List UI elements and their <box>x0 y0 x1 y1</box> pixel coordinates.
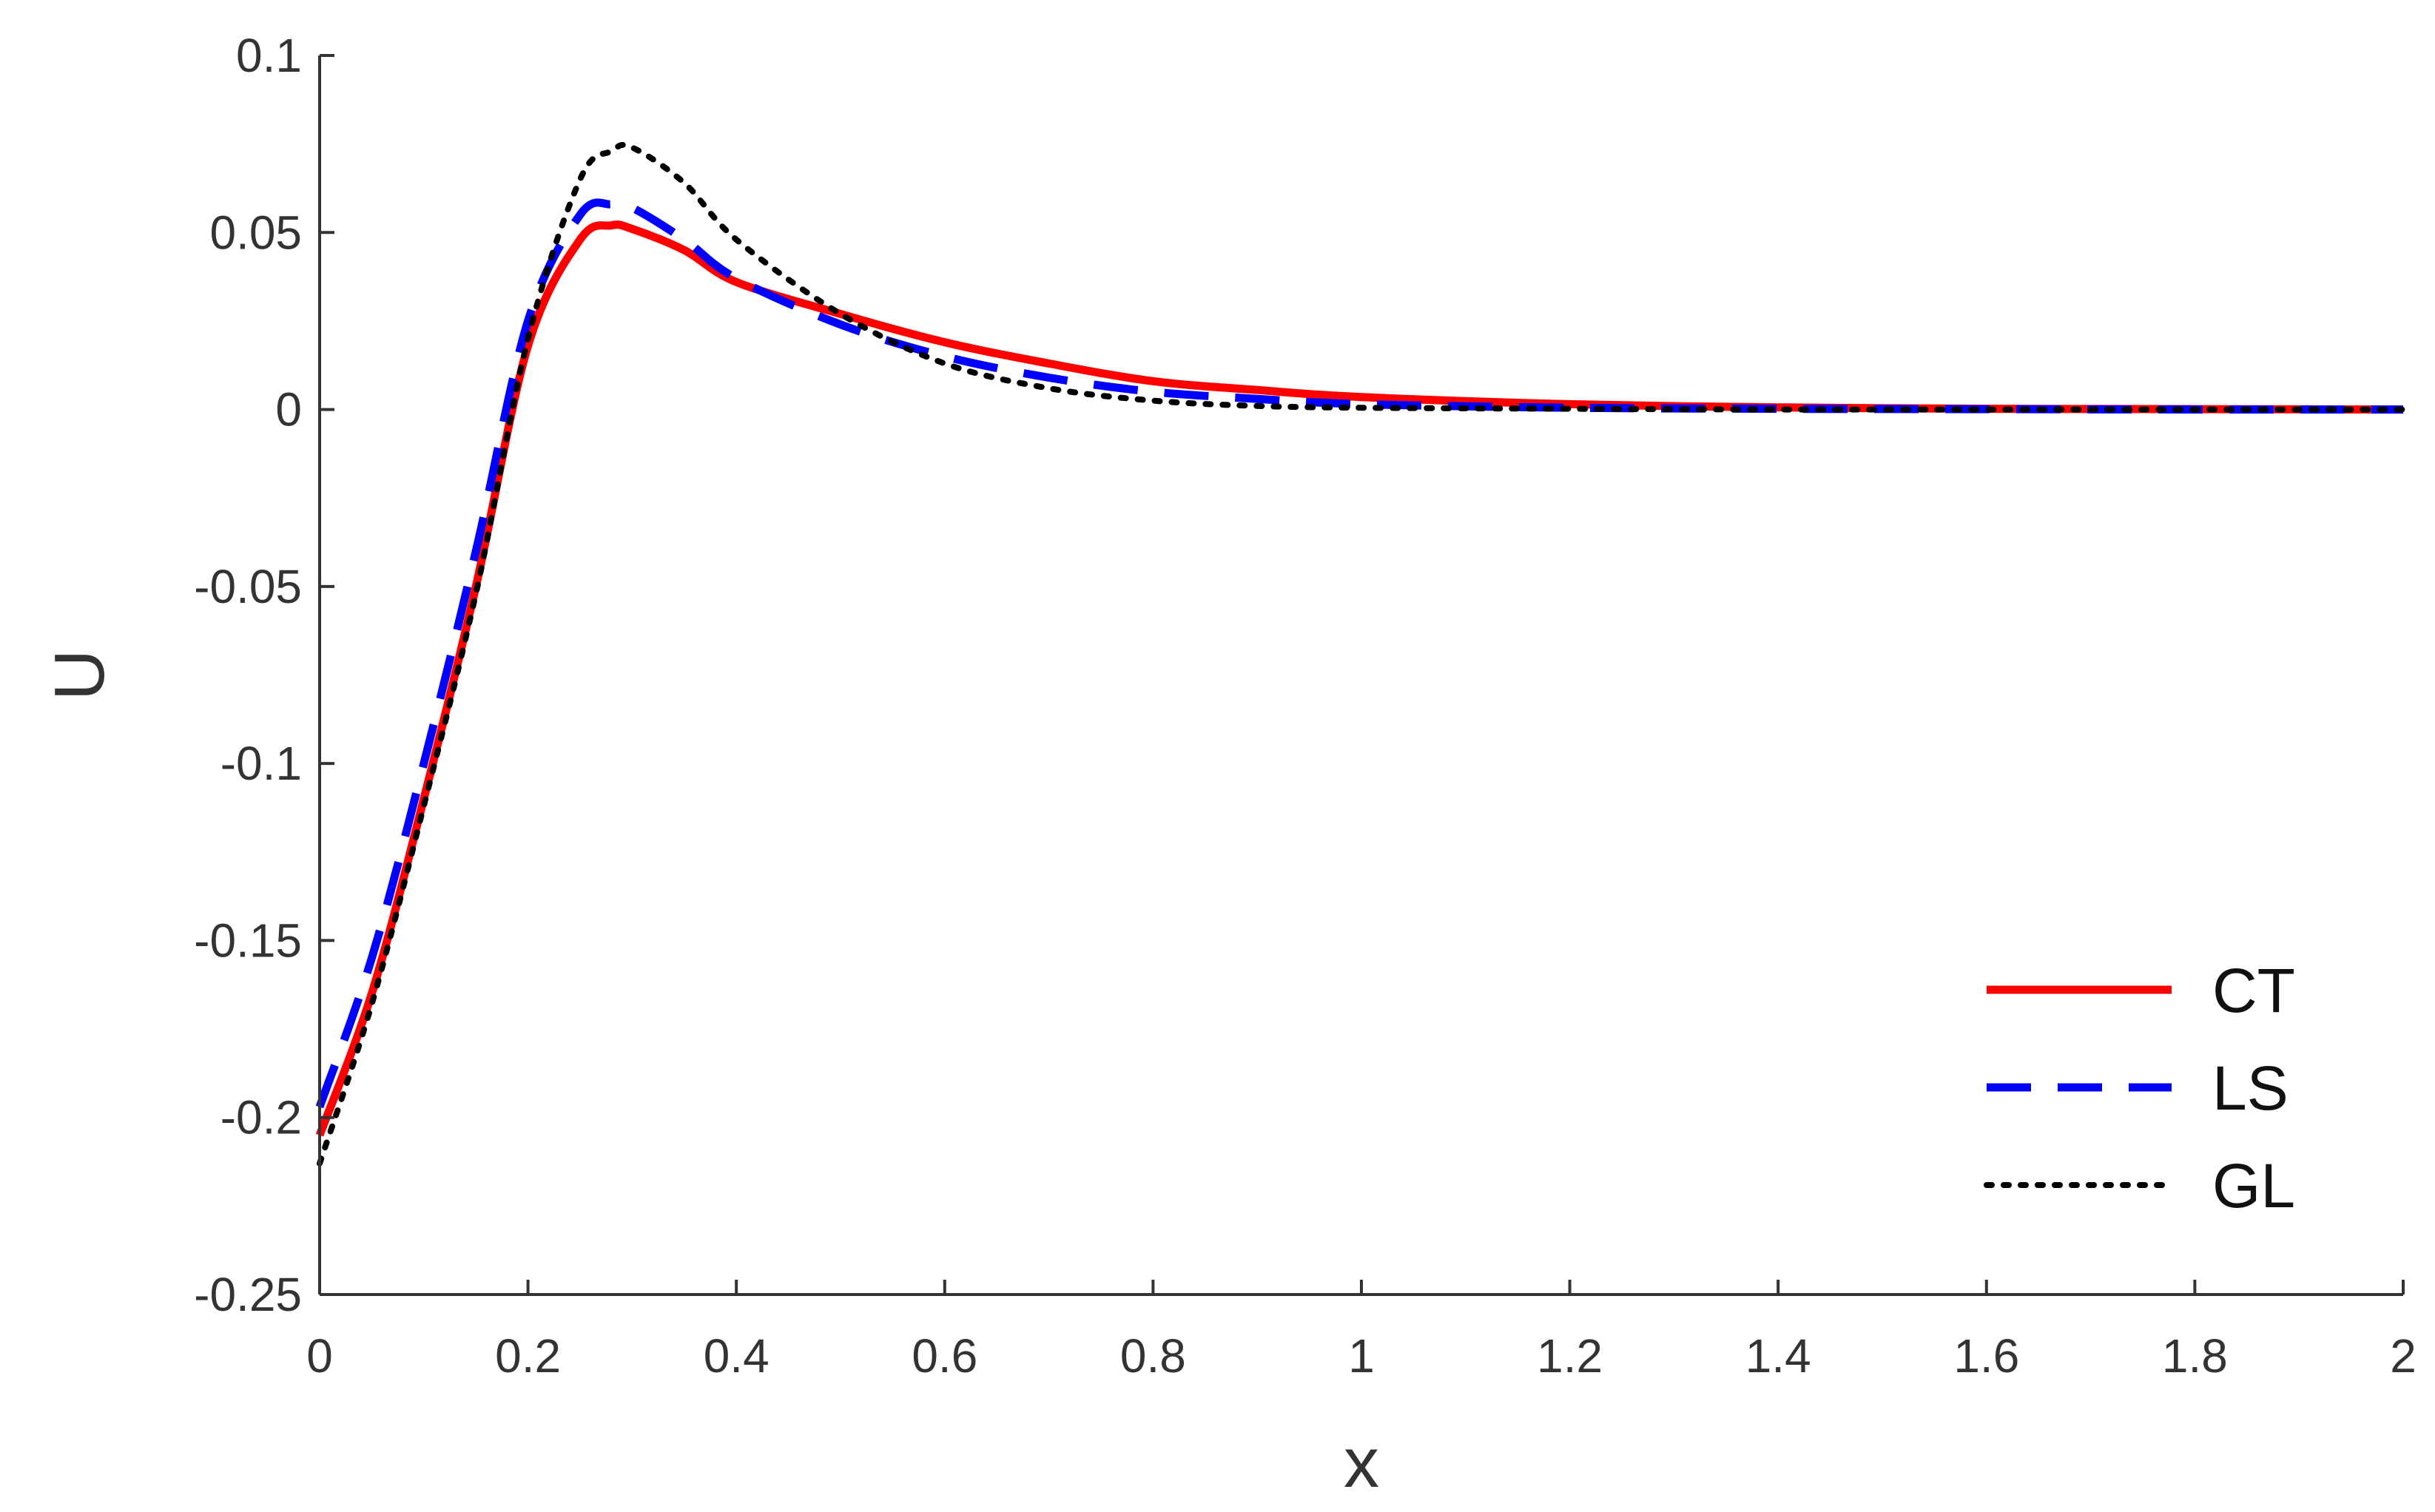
x-tick-label: 0.8 <box>1120 1329 1186 1383</box>
x-tick-label: 1.8 <box>2162 1329 2228 1383</box>
x-tick-label: 0.6 <box>912 1329 977 1383</box>
y-tick-label: -0.25 <box>194 1268 302 1321</box>
y-tick-label: -0.05 <box>194 560 302 613</box>
axes <box>318 55 2403 1296</box>
series-line-gl <box>317 141 2406 1167</box>
series-line-ls <box>315 198 2404 1109</box>
x-tick-label: 0.4 <box>704 1329 769 1383</box>
x-tick-label: 1.4 <box>1745 1329 1811 1383</box>
x-ticks: 0 0.2 0.4 0.6 0.8 1 1.2 1.4 1.6 1.8 2 <box>306 1280 2417 1383</box>
x-axis-label: x <box>1344 1423 1379 1502</box>
y-axis-label: U <box>40 649 119 701</box>
y-tick-label: -0.2 <box>220 1091 302 1144</box>
x-tick-label: 2 <box>2390 1329 2417 1383</box>
y-tick-label: -0.1 <box>220 737 302 790</box>
x-tick-label: 0 <box>306 1329 333 1383</box>
legend: CT LS GL <box>1984 956 2295 1221</box>
y-tick-label: 0 <box>275 383 302 436</box>
y-tick-label: 0.05 <box>209 206 302 259</box>
y-tick-label: -0.15 <box>194 914 302 967</box>
x-tick-label: 1.6 <box>1953 1329 2019 1383</box>
legend-label-ct: CT <box>2212 956 2295 1025</box>
x-tick-label: 1.2 <box>1537 1329 1603 1383</box>
series-line-ct <box>315 220 2404 1137</box>
legend-label-ls: LS <box>2212 1053 2289 1123</box>
legend-label-gl: GL <box>2212 1151 2295 1221</box>
series-layer <box>315 141 2406 1167</box>
x-tick-label: 1 <box>1348 1329 1375 1383</box>
y-ticks: 0.1 0.05 0 -0.05 -0.1 -0.15 -0.2 -0.25 <box>194 29 334 1321</box>
x-tick-label: 0.2 <box>495 1329 561 1383</box>
y-tick-label: 0.1 <box>236 29 302 82</box>
